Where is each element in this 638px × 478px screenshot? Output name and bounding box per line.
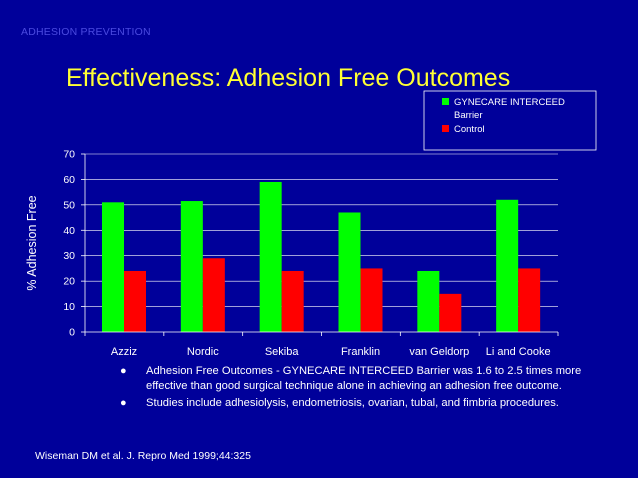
y-axis-label: % Adhesion Free — [25, 195, 39, 290]
bar-barrier — [180, 201, 203, 332]
y-tick-label: 30 — [63, 250, 75, 262]
y-tick-label: 0 — [69, 327, 75, 339]
bar-control — [124, 270, 146, 332]
legend-swatch-series-1 — [442, 98, 449, 105]
bullet-list: ● Adhesion Free Outcomes - GYNECARE INTER… — [120, 364, 600, 414]
axes — [81, 153, 559, 336]
tick-labels: 0 10 20 30 40 50 60 70 Azziz Nordic Sekiba Franklin… — [63, 149, 550, 359]
bullet-text: Adhesion Free Outcomes - GYNECARE INTERC… — [146, 365, 582, 392]
bar-barrier — [417, 270, 440, 332]
bar-barrier — [338, 212, 361, 332]
y-tick-label: 50 — [63, 199, 75, 211]
y-tick-label: 10 — [63, 301, 75, 313]
legend: GYNECARE INTERCEED Barrier Control — [423, 90, 597, 151]
y-tick-label: 60 — [63, 174, 75, 186]
bar-barrier — [259, 181, 282, 332]
legend-swatch-series-2 — [442, 125, 449, 132]
legend-label-series-2: Control — [454, 124, 485, 135]
y-tick-label: 20 — [63, 276, 75, 288]
bullet-dot-icon: ● — [120, 365, 127, 377]
bullet-item: ● Adhesion Free Outcomes - GYNECARE INTER… — [120, 364, 600, 393]
bar-control — [202, 258, 225, 332]
y-tick-label: 40 — [63, 225, 75, 237]
legend-box — [423, 90, 597, 151]
x-tick-label: Li and Cooke — [486, 346, 551, 358]
gridlines — [85, 153, 558, 307]
header-tag: ADHESION PREVENTION — [21, 26, 151, 38]
x-tick-label: Sekiba — [265, 346, 300, 358]
citation: Wiseman DM et al. J. Repro Med 1999;44:3… — [35, 450, 251, 462]
slide-title: Effectiveness: Adhesion Free Outcomes — [66, 64, 511, 92]
y-tick-label: 70 — [63, 149, 75, 161]
legend-label-series-1-line-2: Barrier — [454, 110, 483, 121]
x-tick-label: van Geldorp — [409, 346, 469, 358]
x-tick-label: Franklin — [341, 346, 380, 358]
bar-control — [281, 270, 304, 332]
bullet-text: Studies include adhesiolysis, endometrio… — [146, 397, 559, 410]
bars — [102, 181, 541, 332]
x-tick-label: Azziz — [111, 346, 137, 358]
legend-label-series-1-line-1: GYNECARE INTERCEED — [454, 97, 565, 108]
bullet-dot-icon: ● — [120, 397, 127, 410]
bar-control — [360, 268, 383, 332]
bar-barrier — [496, 199, 519, 332]
x-tick-label: Nordic — [187, 346, 219, 358]
bar-barrier — [102, 202, 124, 332]
bar-control — [518, 268, 541, 332]
bullet-item: ● Studies include adhesiolysis, endometri… — [120, 396, 600, 411]
bar-control — [439, 293, 462, 332]
